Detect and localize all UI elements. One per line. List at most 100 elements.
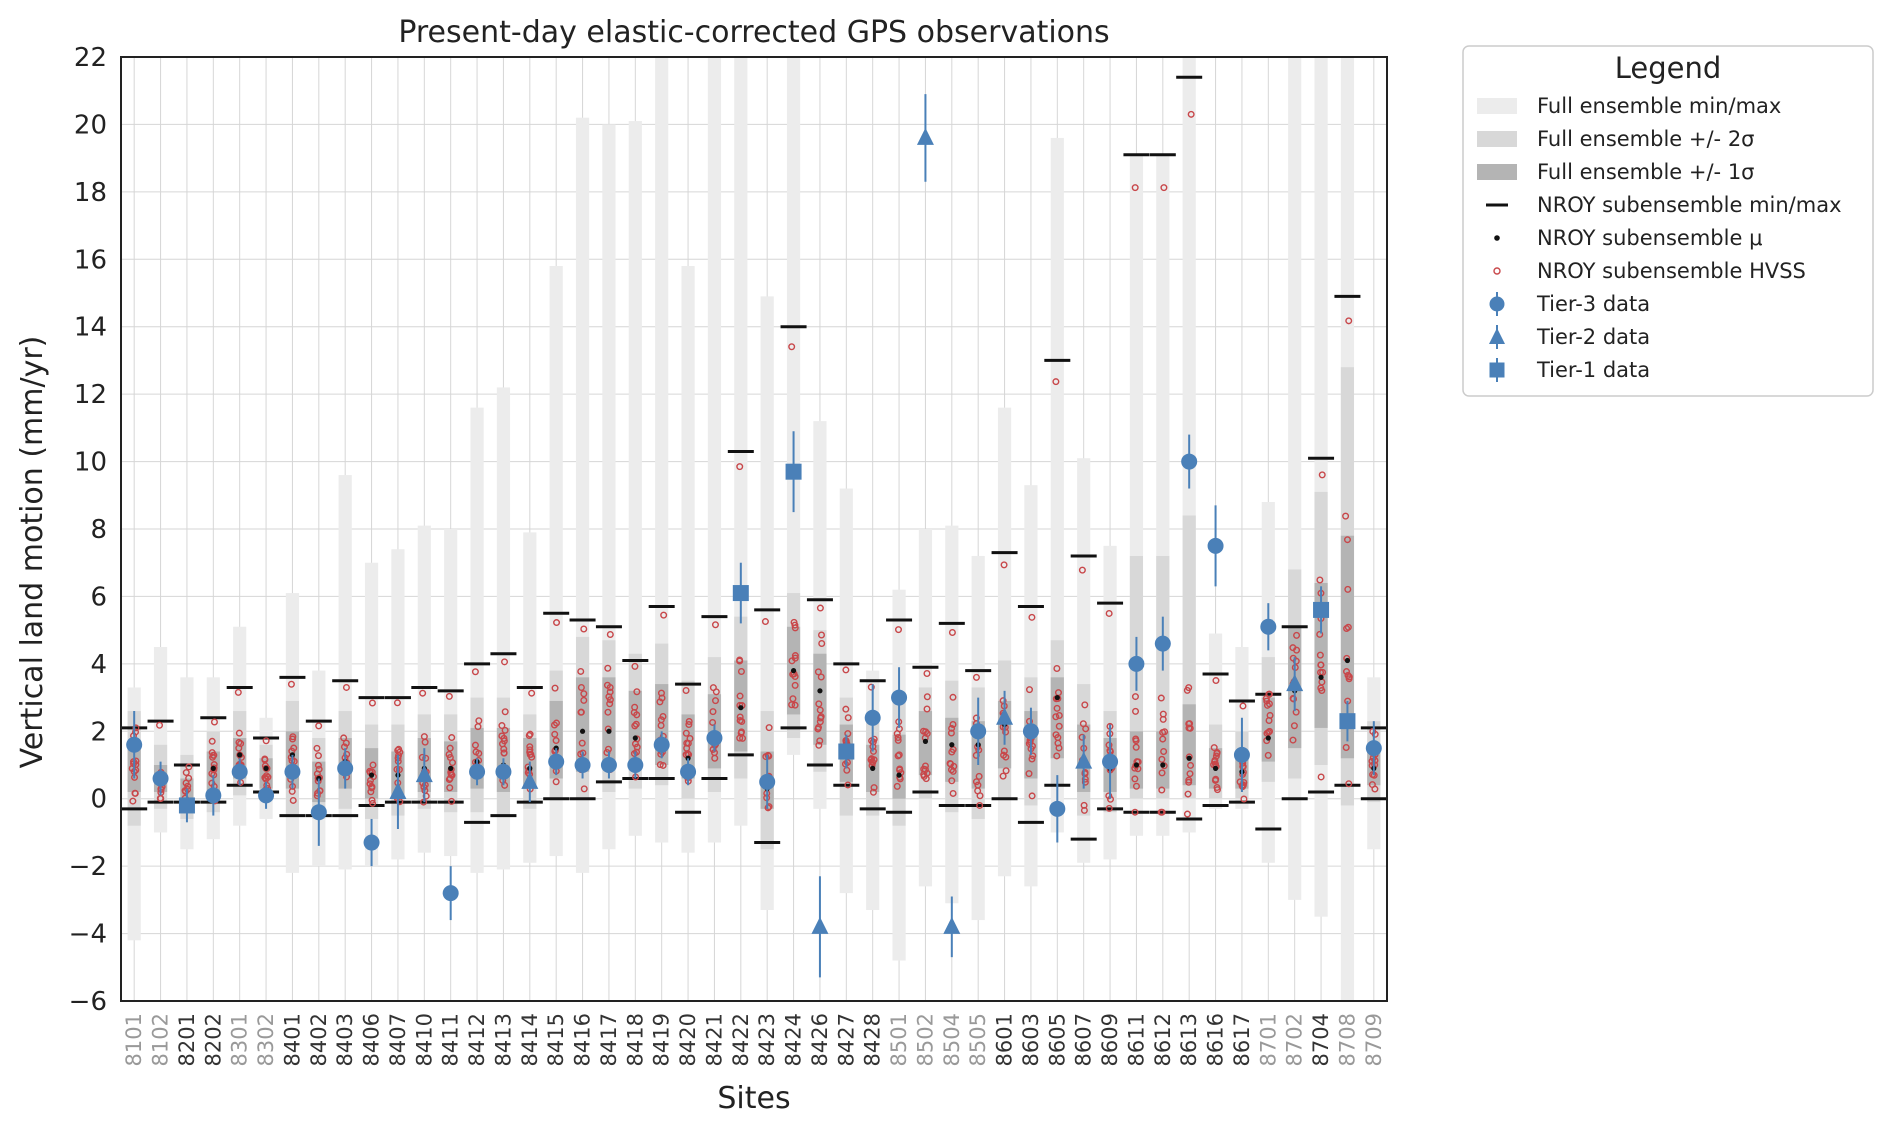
y-tick-label: 4 (90, 650, 107, 680)
nroy-hvss-point (1131, 775, 1139, 783)
nroy-hvss-point (551, 730, 559, 738)
nroy-hvss-point (605, 693, 613, 701)
nroy-hvss-point (1053, 665, 1061, 673)
x-tick-label: 8102 (149, 1013, 173, 1066)
tier3-data-point (363, 834, 380, 851)
nroy-hvss-point (1183, 810, 1191, 818)
nroy-hvss-point (1317, 773, 1325, 781)
nroy-hvss-point (894, 733, 902, 741)
nroy-hvss-point (1290, 695, 1298, 703)
nroy-mean-point (1133, 762, 1140, 768)
nroy-hvss-point (1131, 184, 1139, 192)
x-tick-label: 8423 (755, 1013, 779, 1066)
nroy-hvss-point (844, 730, 852, 738)
nroy-hvss-point (287, 680, 295, 688)
site-group-8612 (1149, 153, 1176, 836)
nroy-hvss-point (1081, 778, 1089, 786)
x-tick-label: 8421 (702, 1013, 726, 1066)
nroy-hvss-point (948, 748, 956, 756)
nroy-hvss-point (1053, 752, 1061, 760)
site-group-8601 (991, 407, 1018, 877)
nroy-hvss-point (893, 782, 901, 790)
nroy-hvss-point (1289, 654, 1297, 662)
nroy-hvss-point (1185, 684, 1193, 692)
nroy-hvss-point (369, 761, 377, 769)
x-tick-label: 8702 (1283, 1013, 1307, 1066)
nroy-hvss-point (869, 788, 877, 796)
x-tick-label: 8414 (518, 1013, 542, 1066)
nroy-hvss-point (1264, 728, 1272, 736)
legend-swatch-2sigma (1477, 131, 1517, 147)
nroy-mean-point (368, 772, 375, 778)
site-group-8403 (332, 475, 359, 870)
tier3-data-point (706, 730, 723, 747)
x-tick-label: 8406 (360, 1013, 384, 1066)
tier3-data-point (1233, 746, 1250, 763)
nroy-hvss-point (577, 708, 585, 716)
nroy-hvss-point (788, 657, 796, 665)
nroy-hvss-point (1344, 623, 1352, 631)
nroy-hvss-point (235, 729, 243, 737)
legend: Legend Full ensemble min/max Full ensembl… (1462, 45, 1874, 397)
legend-swatch-1sigma (1477, 164, 1517, 180)
site-group-8413 (490, 387, 517, 870)
nroy-hvss-point (949, 693, 957, 701)
nroy-hvss-point (818, 639, 826, 647)
site-group-8418 (622, 121, 649, 836)
nroy-hvss-point (129, 797, 137, 805)
nroy-hvss-point (393, 699, 401, 707)
x-tick-label: 8605 (1045, 1013, 1069, 1066)
site-group-8201 (173, 677, 200, 850)
nroy-hvss-point (867, 683, 875, 691)
nroy-hvss-point (1028, 613, 1036, 621)
nroy-hvss-point (686, 735, 694, 743)
x-tick-label: 8611 (1124, 1013, 1148, 1066)
x-tick-label: 8202 (201, 1013, 225, 1066)
x-tick-label: 8416 (571, 1013, 595, 1066)
tier3-data-point (469, 763, 486, 780)
site-group-8603 (1017, 485, 1044, 887)
x-tick-label: 8420 (676, 1013, 700, 1066)
nroy-hvss-point (972, 778, 980, 786)
tier3-data-point (1049, 800, 1066, 817)
nroy-hvss-point (1343, 668, 1351, 676)
x-tick-label: 8413 (491, 1013, 515, 1066)
ensemble-minmax-bar (523, 532, 537, 863)
nroy-hvss-point (156, 721, 164, 729)
nroy-hvss-point (500, 749, 508, 757)
site-group-8504 (938, 525, 965, 958)
tier3-data-point (1260, 618, 1277, 635)
legend-frame (1462, 45, 1874, 397)
nroy-hvss-point (264, 773, 272, 781)
x-tick-label: 8701 (1256, 1013, 1280, 1066)
nroy-hvss-point (1158, 755, 1166, 763)
nroy-hvss-point (711, 621, 719, 629)
nroy-hvss-point (577, 684, 585, 692)
nroy-hvss-point (631, 662, 639, 670)
site-group-8417 (595, 124, 622, 850)
tier3-data-point (627, 757, 644, 773)
nroy-hvss-point (922, 728, 930, 736)
legend-entry-label: Full ensemble +/- 1σ (1537, 160, 1755, 184)
x-tick-label: 8407 (386, 1013, 410, 1066)
nroy-hvss-point (896, 765, 904, 773)
site-group-8415 (543, 266, 570, 857)
x-tick-label: 8427 (834, 1013, 858, 1066)
tier3-data-point (1128, 655, 1145, 672)
y-tick-label: 8 (90, 515, 107, 545)
tier3-data-point (1181, 453, 1198, 470)
nroy-hvss-point (1184, 790, 1192, 798)
nroy-hvss-point (315, 722, 323, 730)
nroy-hvss-point (685, 721, 693, 729)
nroy-hvss-point (631, 722, 639, 730)
site-group-8613 (1176, 57, 1203, 833)
nroy-hvss-point (604, 664, 612, 672)
nroy-hvss-point (132, 724, 140, 732)
nroy-hvss-point (947, 729, 955, 737)
nroy-mean-point (632, 735, 638, 741)
nroy-hvss-point (262, 737, 270, 745)
nroy-hvss-point (340, 734, 348, 742)
tier2-data-point (996, 707, 1014, 725)
x-tick-label: 8616 (1204, 1013, 1228, 1066)
nroy-hvss-point (1213, 786, 1221, 794)
